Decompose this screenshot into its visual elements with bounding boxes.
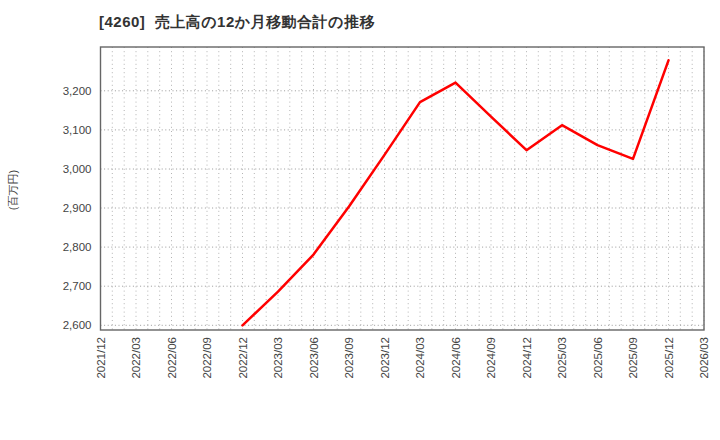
- x-tick-label: 2022/12: [237, 337, 249, 379]
- x-tick-label: 2023/03: [272, 337, 284, 379]
- y-tick-label: 2,900: [63, 202, 92, 214]
- x-tick-label: 2023/06: [308, 337, 320, 379]
- x-tick-label: 2023/12: [379, 337, 391, 379]
- x-tick-label: 2022/09: [201, 337, 213, 379]
- y-tick-label: 3,000: [63, 163, 92, 175]
- y-tick-label: 2,600: [63, 319, 92, 331]
- chart-figure: 2,600 2,700 2,800 2,900 3,000 3,100 3,200 2021/…: [0, 0, 720, 440]
- y-axis-label: (百万円): [6, 150, 22, 230]
- x-tick-label: 2023/09: [343, 337, 355, 379]
- x-tick-label: 2024/12: [521, 337, 533, 379]
- x-tick-label: 2021/12: [95, 337, 107, 379]
- x-tick-label: 2024/09: [485, 337, 497, 379]
- x-tick-label: 2025/03: [556, 337, 568, 379]
- chart-title: [4260] 売上高の12か月移動合計の推移: [99, 13, 375, 32]
- gridlines: [101, 47, 705, 330]
- y-tick-label: 2,700: [63, 280, 92, 292]
- x-tick-label: 2026/03: [698, 337, 710, 379]
- x-tick-label: 2024/03: [414, 337, 426, 379]
- x-tick-label: 2025/06: [592, 337, 604, 379]
- y-tick-label: 2,800: [63, 241, 92, 253]
- x-tick-label: 2022/03: [130, 337, 142, 379]
- plot-border: [101, 47, 705, 330]
- x-tick-label: 2025/09: [627, 337, 639, 379]
- x-tick-label: 2024/06: [450, 337, 462, 379]
- sales-moving-total-line: [243, 60, 669, 325]
- y-tick-label: 3,200: [63, 85, 92, 97]
- y-tick-label: 3,100: [63, 124, 92, 136]
- chart-svg: 2,600 2,700 2,800 2,900 3,000 3,100 3,200 2021/…: [0, 0, 720, 440]
- x-tick-label: 2022/06: [166, 337, 178, 379]
- x-tick-label: 2025/12: [663, 337, 675, 379]
